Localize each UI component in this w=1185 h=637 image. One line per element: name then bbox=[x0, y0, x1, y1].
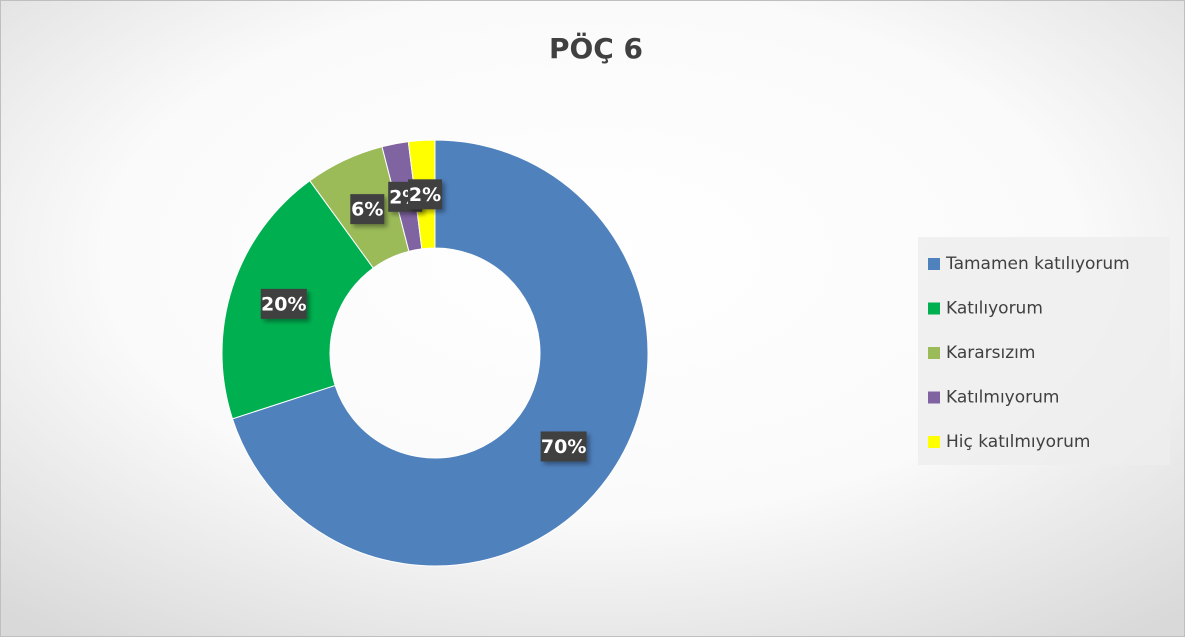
data-label-box bbox=[540, 431, 587, 462]
legend-swatch bbox=[928, 258, 940, 270]
legend-swatch bbox=[928, 391, 940, 404]
data-label-box bbox=[260, 288, 307, 319]
data-label: 6% bbox=[351, 199, 383, 221]
chart-title: PÖÇ 6 bbox=[549, 31, 643, 65]
legend-label: Katılıyorum bbox=[946, 299, 1043, 319]
data-label: 2% bbox=[409, 184, 441, 206]
legend-swatch bbox=[928, 347, 940, 359]
legend-label: Katılmıyorum bbox=[946, 388, 1059, 408]
legend-swatch bbox=[928, 302, 940, 315]
legend-box bbox=[918, 237, 1170, 465]
legend-label: Kararsızım bbox=[946, 343, 1035, 363]
data-label: 70% bbox=[541, 436, 586, 458]
legend-swatch bbox=[928, 436, 940, 448]
data-label: 20% bbox=[261, 293, 306, 315]
data-label-box bbox=[350, 194, 385, 225]
data-label-box bbox=[408, 179, 443, 210]
legend-label: Hiç katılmıyorum bbox=[946, 432, 1090, 452]
legend-label: Tamamen katılıyorum bbox=[945, 254, 1130, 274]
